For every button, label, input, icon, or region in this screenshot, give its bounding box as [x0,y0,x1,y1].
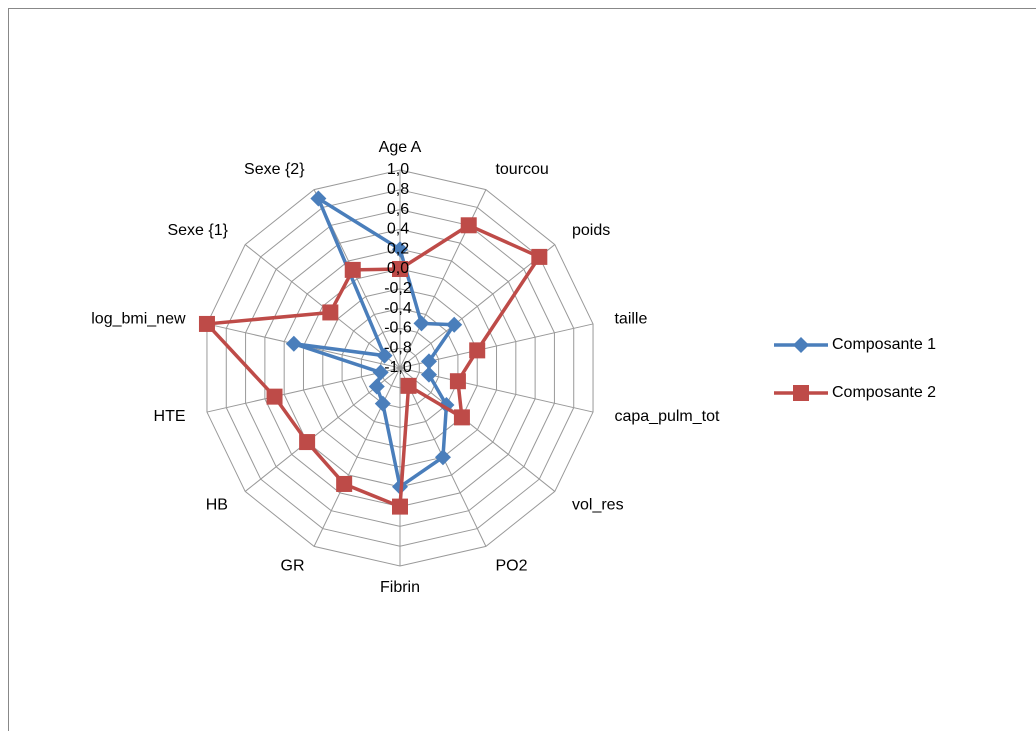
data-marker [368,378,385,395]
category-label: PO2 [495,557,527,574]
data-marker [376,347,393,364]
axis-tick-label: -1,0 [384,359,412,376]
category-label: Sexe {1} [167,222,228,239]
data-marker [310,190,327,207]
axis-tick-label: -0,4 [384,300,412,317]
category-label: vol_res [572,496,624,513]
data-marker [413,315,430,332]
legend-label: Composante 1 [832,336,936,353]
data-marker [344,261,361,278]
category-label: poids [572,222,610,239]
category-label: log_bmi_new [91,310,186,327]
category-label: Sexe {2} [244,161,305,178]
spoke [399,244,556,369]
data-marker [531,248,548,265]
data-marker [198,315,215,332]
category-label: Fibrin [380,579,420,596]
category-label: HTE [154,408,186,425]
spoke [399,367,556,492]
spoke [206,367,401,413]
category-label: Age A [379,139,422,156]
data-marker [374,395,391,412]
category-label: GR [281,557,305,574]
data-marker [372,364,389,381]
data-marker [392,241,408,258]
data-marker [446,316,463,333]
data-marker [392,261,408,277]
legend-label: Composante 2 [832,384,936,401]
data-marker [392,498,408,515]
axis-tick-label: -0,2 [384,280,412,297]
axis-tick-label: 0,4 [387,221,409,238]
category-label: taille [614,310,647,327]
series-line [205,223,542,509]
data-marker [336,475,353,492]
data-marker [449,373,466,390]
axis-tick-label: 0,2 [387,240,409,257]
data-marker [460,217,477,234]
data-marker [400,377,417,394]
axis-tick-label: -0,8 [384,339,412,356]
axis-tick-label: -0,6 [384,320,412,337]
legend-marker [793,337,809,353]
data-marker [299,434,316,451]
data-marker [285,335,302,352]
data-marker [434,449,451,466]
data-marker [266,388,283,405]
data-marker [420,353,437,370]
spoke [313,367,401,547]
chart-frame [8,8,1036,731]
category-label: tourcou [495,161,548,178]
axis-tick-label: 0,6 [387,201,409,218]
data-marker [453,409,470,426]
category-label: capa_pulm_tot [614,408,720,425]
data-marker [322,304,339,321]
data-marker [469,342,486,359]
data-marker [420,366,437,383]
category-label: HB [206,496,228,513]
axis-tick-label: 0,8 [387,181,409,198]
legend-marker [793,385,809,401]
axis-tick-label: 1,0 [387,161,409,178]
axis-tick-label: 0,0 [387,260,409,277]
